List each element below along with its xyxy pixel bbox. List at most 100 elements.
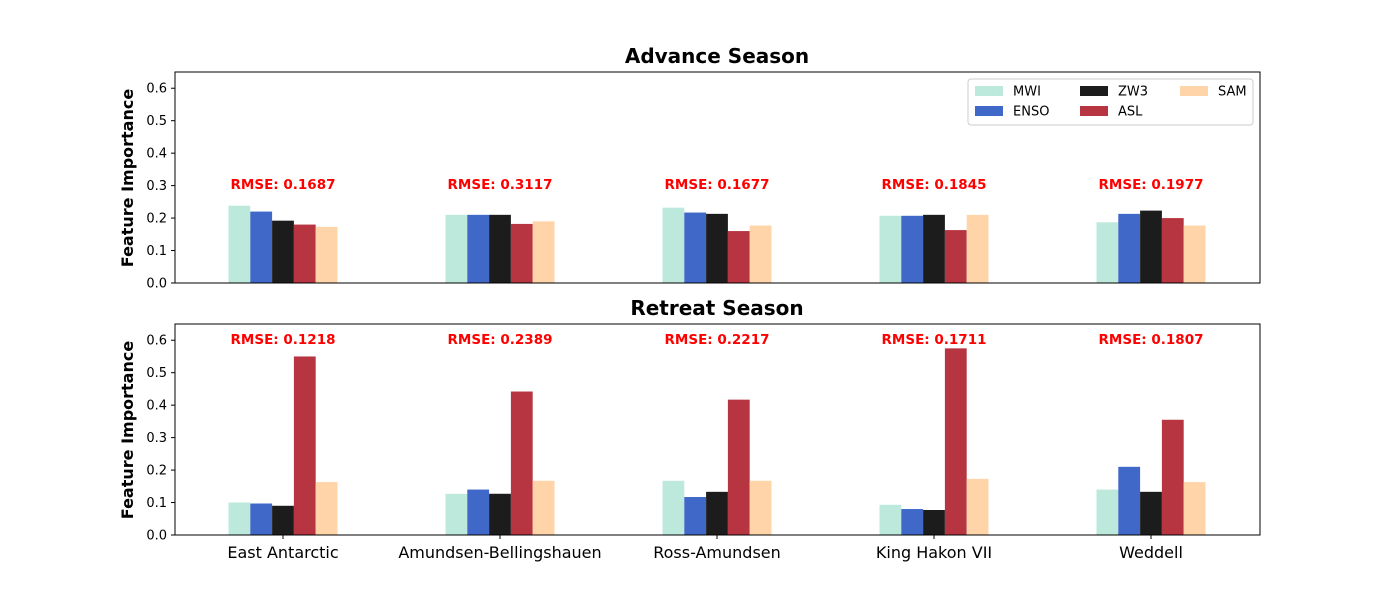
bar-asl-amundsen-bellingshauen (510, 223, 533, 283)
advance-season-panel: Advance Season Feature Importance RMSE: … (118, 44, 1261, 292)
retreat-season-panel: Retreat Season Feature Importance RMSE: … (118, 296, 1261, 562)
bar-enso-amundsen-bellingshauen (467, 489, 490, 535)
y-tick-label: 0.1 (146, 244, 167, 259)
bar-zw3-amundsen-bellingshauen (489, 214, 511, 283)
bar-mwi-amundsen-bellingshauen (445, 214, 468, 283)
legend-swatch-sam (1180, 86, 1208, 96)
bar-enso-amundsen-bellingshauen (467, 214, 490, 283)
x-tick-label-weddell: Weddell (1119, 543, 1183, 562)
bar-mwi-east-antarctic (228, 502, 251, 535)
legend-swatch-zw3 (1080, 86, 1108, 96)
x-tick-label-ross-amundsen: Ross-Amundsen (653, 543, 781, 562)
bar-zw3-east-antarctic (272, 220, 294, 283)
plot-frame (174, 71, 1261, 284)
bar-mwi-east-antarctic (228, 205, 251, 283)
rmse-label-ross-amundsen: RMSE: 0.1677 (665, 177, 770, 193)
bar-zw3-weddell (1140, 210, 1162, 283)
bar-enso-ross-amundsen (684, 212, 707, 283)
bar-enso-king-hakon-vii (901, 215, 924, 283)
rmse-label-east-antarctic: RMSE: 0.1218 (231, 332, 336, 348)
bar-sam-east-antarctic (315, 482, 338, 535)
y-tick-label: 0.5 (146, 366, 167, 381)
bar-zw3-east-antarctic (272, 505, 294, 535)
panel-title: Advance Season (625, 44, 809, 68)
bar-mwi-king-hakon-vii (879, 504, 902, 535)
bar-zw3-weddell (1140, 491, 1162, 535)
y-tick-label: 0.3 (146, 179, 167, 194)
rmse-label-king-hakon-vii: RMSE: 0.1711 (882, 332, 987, 348)
legend-label-zw3: ZW3 (1118, 85, 1148, 100)
bar-mwi-weddell (1096, 222, 1119, 283)
y-tick-label: 0.2 (146, 464, 167, 479)
legend-label-mwi: MWI (1013, 85, 1041, 100)
legend-swatch-enso (975, 106, 1003, 116)
y-tick-label: 0.6 (146, 82, 167, 97)
bar-zw3-amundsen-bellingshauen (489, 493, 511, 535)
bar-mwi-king-hakon-vii (879, 215, 902, 283)
rmse-label-weddell: RMSE: 0.1977 (1099, 177, 1204, 193)
rmse-label-east-antarctic: RMSE: 0.1687 (231, 177, 336, 193)
bar-zw3-king-hakon-vii (923, 510, 945, 535)
rmse-label-weddell: RMSE: 0.1807 (1099, 332, 1204, 348)
plot-frame (174, 323, 1261, 536)
y-tick-label: 0.3 (146, 431, 167, 446)
bar-mwi-weddell (1096, 489, 1119, 535)
bar-zw3-king-hakon-vii (923, 214, 945, 283)
y-ticks: 0.0 0.1 0.2 0.3 0.4 0.5 0.6 (146, 334, 175, 544)
bar-asl-weddell (1161, 218, 1184, 283)
bar-asl-ross-amundsen (727, 231, 750, 283)
bar-enso-east-antarctic (250, 503, 273, 535)
bar-enso-weddell (1118, 213, 1141, 283)
rmse-label-amundsen-bellingshauen: RMSE: 0.3117 (448, 177, 553, 193)
x-tick-label-east-antarctic: East Antarctic (227, 543, 338, 562)
legend-swatch-mwi (975, 86, 1003, 96)
rmse-label-amundsen-bellingshauen: RMSE: 0.2389 (448, 332, 553, 348)
bar-sam-king-hakon-vii (966, 214, 989, 283)
legend-label-sam: SAM (1218, 85, 1247, 100)
bar-asl-amundsen-bellingshauen (510, 391, 533, 535)
bar-sam-weddell (1183, 482, 1206, 535)
bar-enso-weddell (1118, 466, 1141, 535)
bar-asl-ross-amundsen (727, 399, 750, 535)
bar-enso-east-antarctic (250, 211, 273, 283)
x-tick-label-king-hakon-vii: King Hakon VII (876, 543, 992, 562)
rmse-annotations: RMSE: 0.1687 RMSE: 0.3117 RMSE: 0.1677 RMSE… (231, 177, 1204, 193)
y-tick-label: 0.4 (146, 399, 167, 414)
y-ticks: 0.0 0.1 0.2 0.3 0.4 0.5 0.6 (146, 82, 175, 292)
bars-group (228, 205, 1206, 283)
legend-label-enso: ENSO (1013, 105, 1049, 120)
bar-asl-east-antarctic (293, 224, 316, 283)
bar-sam-ross-amundsen (749, 225, 772, 283)
bar-sam-ross-amundsen (749, 480, 772, 535)
bar-sam-king-hakon-vii (966, 478, 989, 535)
y-tick-label: 0.5 (146, 114, 167, 129)
y-tick-label: 0.6 (146, 334, 167, 349)
y-tick-label: 0.0 (146, 277, 167, 292)
bar-zw3-ross-amundsen (706, 491, 728, 535)
bar-sam-weddell (1183, 225, 1206, 283)
bar-asl-king-hakon-vii (944, 230, 967, 283)
y-axis-label: Feature Importance (118, 89, 137, 268)
legend: MWI ENSO ZW3 ASL SAM (967, 78, 1254, 126)
y-axis-label: Feature Importance (118, 341, 137, 520)
x-ticks: East Antarctic Amundsen-Bellingshauen Ross… (227, 535, 1183, 562)
panel-title: Retreat Season (630, 296, 803, 320)
bar-mwi-amundsen-bellingshauen (445, 493, 468, 535)
bar-sam-amundsen-bellingshauen (532, 480, 555, 535)
legend-box (967, 78, 1254, 126)
rmse-label-king-hakon-vii: RMSE: 0.1845 (882, 177, 987, 193)
legend-label-asl: ASL (1118, 105, 1143, 120)
bars-group (228, 348, 1206, 535)
bar-asl-king-hakon-vii (944, 348, 967, 535)
legend-swatch-asl (1080, 106, 1108, 116)
bar-asl-east-antarctic (293, 356, 316, 535)
bar-sam-amundsen-bellingshauen (532, 221, 555, 283)
rmse-label-ross-amundsen: RMSE: 0.2217 (665, 332, 770, 348)
bar-sam-east-antarctic (315, 226, 338, 283)
y-tick-label: 0.1 (146, 496, 167, 511)
bar-enso-ross-amundsen (684, 497, 707, 535)
bar-enso-king-hakon-vii (901, 509, 924, 535)
bar-asl-weddell (1161, 419, 1184, 535)
y-tick-label: 0.0 (146, 529, 167, 544)
x-tick-label-amundsen-bellingshauen: Amundsen-Bellingshauen (398, 543, 601, 562)
